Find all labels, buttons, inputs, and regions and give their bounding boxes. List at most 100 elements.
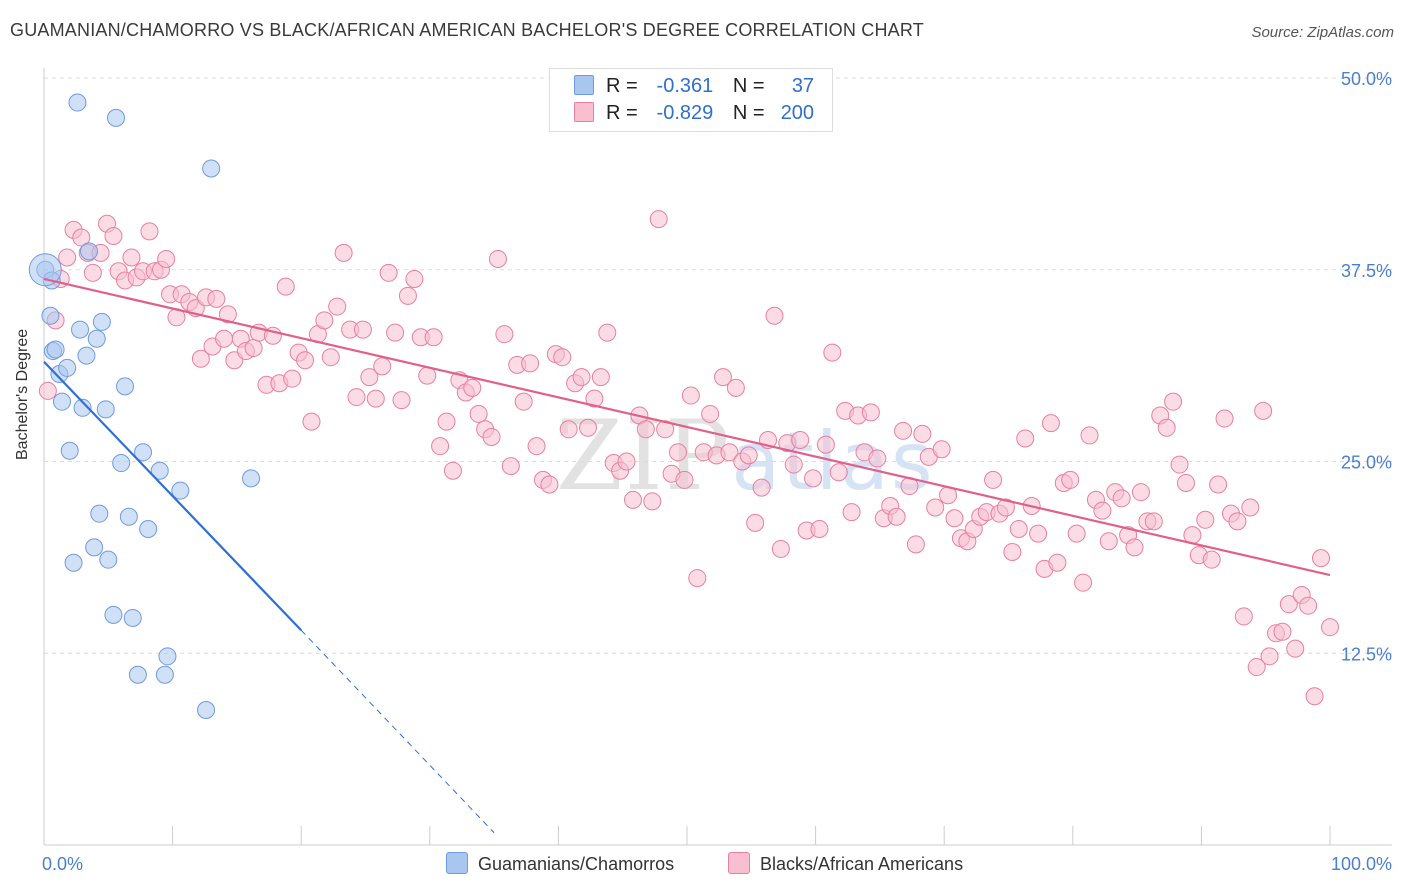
black-point [1157,418,1176,437]
black-point [906,535,925,554]
guamanian-point [85,538,104,557]
black-point [1093,501,1112,520]
black-point [386,323,405,342]
legend-n-label: N = [732,102,765,124]
guamanian-point [150,461,169,480]
black-point [1176,473,1195,492]
black-point [765,306,784,325]
black-point [984,470,1003,489]
black-point [791,431,810,450]
black-point [366,389,385,408]
black-point [122,248,141,267]
black-point [72,228,91,247]
guamanian-point [242,469,261,488]
black-point [207,289,226,308]
black-point [276,277,295,296]
bottom-legend-guamanian: Guamanians/Chamorros [446,852,674,875]
black-point [1029,524,1048,543]
guamanian-point [87,329,106,348]
guamanian-point [119,507,138,526]
black-point [649,210,668,229]
black-point [1311,549,1330,568]
black-point [932,440,951,459]
black-point [1080,426,1099,445]
black-point [1279,595,1298,614]
guamanian-point [202,159,221,178]
guamanian-point [197,701,216,720]
black-point [726,378,745,397]
black-point [668,443,687,462]
guamanian-point [60,441,79,460]
guamanian-point [71,320,90,339]
black-point [527,437,546,456]
black-point [215,329,234,348]
black-point [1048,553,1067,572]
black-point [424,328,443,347]
black-point [1321,618,1339,637]
black-point [681,386,700,405]
black-point [926,498,945,517]
black-point [688,569,707,588]
correlation-legend: R = -0.361 N = 37 R = -0.829 N = 200 [549,68,833,132]
legend-swatch-guamanian [574,75,594,95]
y-tick-label: 50.0% [1341,69,1392,89]
black-point [398,286,417,305]
bottom-legend-swatch-guamanian [446,852,468,874]
x-tick-label: 0.0% [42,854,83,874]
black-point [572,368,591,387]
guamanian-point [41,306,60,325]
guamanian-point [58,358,77,377]
guamanian-point [123,608,142,627]
black-point [488,250,507,269]
black-point [810,519,829,538]
black-point [578,418,597,437]
guamanian-point [68,93,87,112]
black-point [720,443,739,462]
black-point [617,452,636,471]
black-point [218,305,237,324]
guamanian-point [128,665,147,684]
black-point [1074,573,1093,592]
black-point [1286,639,1305,658]
black-point [1228,512,1247,531]
guamanian-point [53,392,72,411]
black-point [469,404,488,423]
black-point [1209,475,1228,494]
guamanian-trend-line [43,361,302,632]
guamanian-point [80,242,99,261]
black-point [553,348,572,367]
black-point [771,539,790,558]
black-point [353,320,372,339]
black-point [913,424,932,443]
black-point [1112,489,1131,508]
black-point [437,412,456,431]
bottom-legend-label-guamanian: Guamanians/Chamorros [478,854,675,874]
black-point [701,404,720,423]
legend-r-label: R = [606,102,638,124]
legend-r-value-guamanian: -0.361 [656,75,714,97]
black-point [1041,414,1060,433]
black-point [816,435,835,454]
guamanian-point [112,454,131,473]
guamanian-point [99,550,118,569]
black-point [379,263,398,282]
black-point [861,403,880,422]
guamanian-point [158,647,177,666]
guamanian-point [134,443,153,462]
black-point [887,507,906,526]
black-point [1170,455,1189,474]
black-point [283,369,302,388]
black-point [1254,401,1273,420]
guamanian-point [77,346,96,365]
black-point [244,338,263,357]
black-point [1260,647,1279,666]
guamanian-point [64,553,83,572]
black-point [58,248,77,267]
black-point [157,250,176,269]
guamanian-point [155,665,174,684]
black-point [1305,687,1324,706]
black-point [360,368,379,387]
black-point [334,243,353,262]
black-point [392,391,411,410]
